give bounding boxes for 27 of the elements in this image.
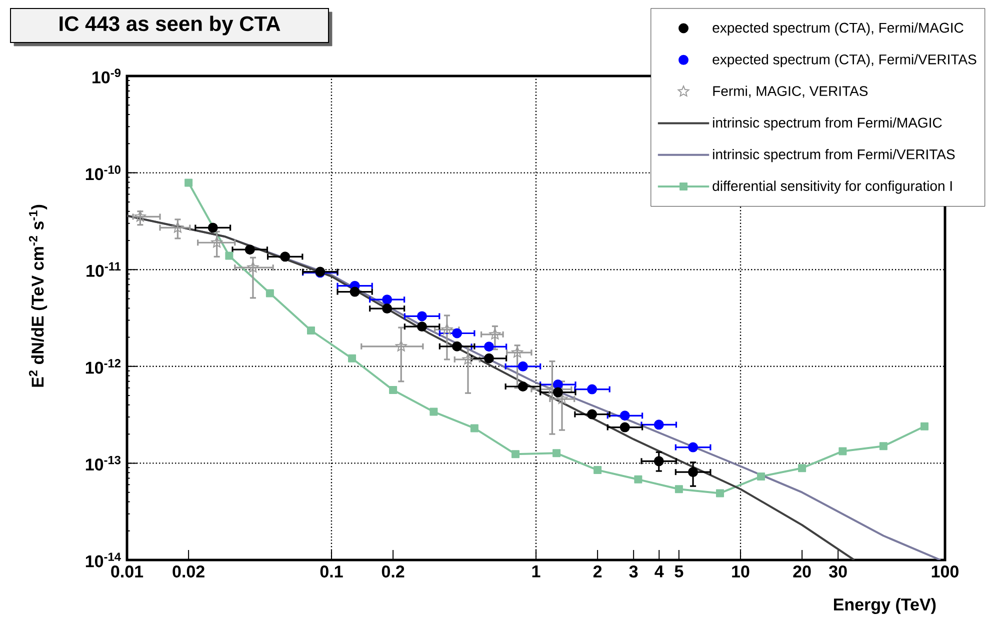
y-tick-label: 10$^{-9}$ [92, 68, 121, 84]
y-tick-label: 10$^{-11}$ [86, 262, 121, 277]
x-tick-label: 0.2 [382, 566, 404, 578]
x-tick-label: 0.1 [320, 566, 343, 578]
y-tick-label: 10$^{-13}$ [86, 456, 121, 471]
legend-label: expected spectrum (CTA), Fermi/MAGIC [712, 22, 964, 36]
x-tick-label: 2 [593, 566, 602, 578]
y-axis-title: E$^{2}$ dN/dE (TeV cm$^{-2}$ s$^{-1}$) [28, 204, 48, 387]
x-tick-label: 100 [932, 566, 958, 578]
x-tick-label: 3 [629, 566, 638, 578]
x-tick-label: 0.02 [172, 566, 204, 578]
x-tick-label: 10 [732, 566, 750, 578]
legend-label: differential sensitivity for configuration I [712, 180, 952, 194]
y-tick-label: 10$^{-12}$ [86, 359, 120, 374]
legend-label: Fermi, MAGIC, VERITAS [713, 86, 868, 98]
x-tick-label: 5 [674, 566, 684, 578]
x-tick-label: 30 [829, 566, 847, 578]
x-axis-title: Energy (TeV) [834, 598, 936, 614]
legend-label: intrinsic spectrum from Fermi/VERITAS [713, 149, 955, 162]
x-tick-label: 4 [654, 566, 664, 578]
x-tick-label: 1 [532, 566, 540, 578]
legend-label: intrinsic spectrum from Fermi/MAGIC [713, 117, 942, 130]
y-tick-label: 10$^{-10}$ [86, 165, 120, 180]
legend-label: expected spectrum (CTA), Fermi/VERITAS [712, 54, 976, 68]
x-tick-label: 0.01 [111, 566, 144, 578]
chart-title: IC 443 as seen by CTA [60, 16, 280, 36]
x-tick-label: 20 [793, 566, 811, 578]
